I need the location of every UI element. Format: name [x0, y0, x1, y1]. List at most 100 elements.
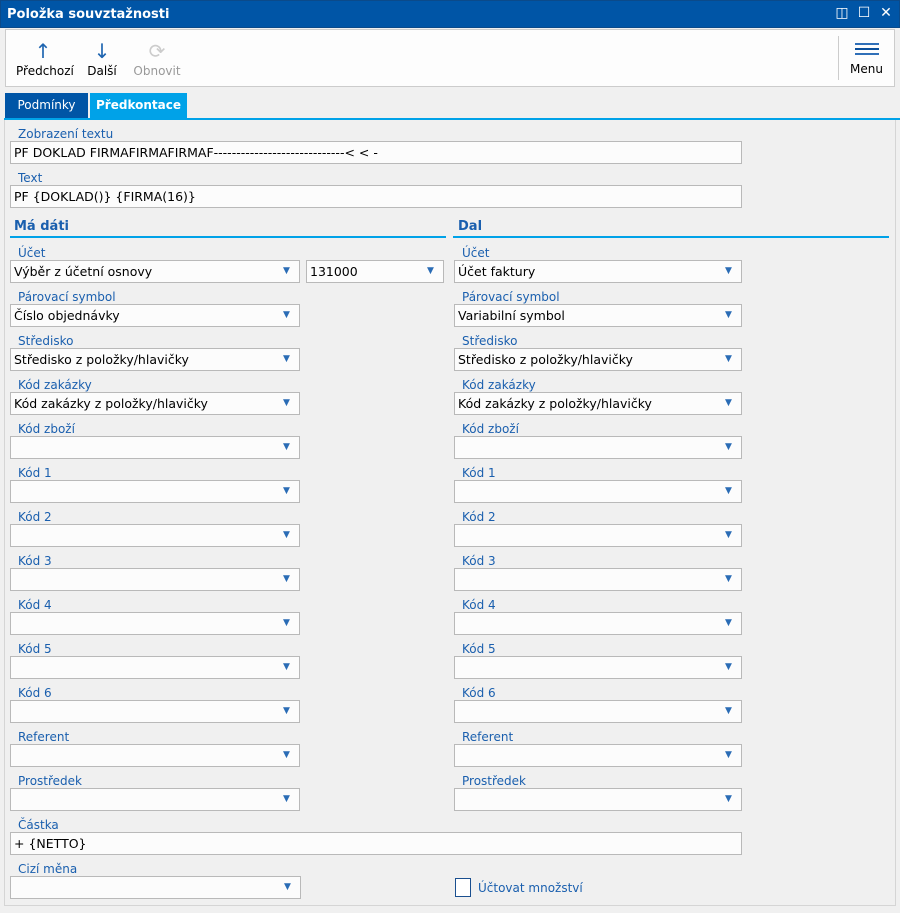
dropdown-icon: ▼: [725, 310, 732, 320]
dropdown-icon: ▼: [725, 574, 732, 584]
dropdown-icon: ▼: [283, 618, 290, 628]
select-value: Kód zakázky z položky/hlavičky: [14, 396, 208, 411]
text-label: Text: [18, 171, 43, 185]
credit-field-select[interactable]: ▼: [454, 656, 742, 679]
credit-field-select[interactable]: ▼: [454, 480, 742, 503]
debit-field-select[interactable]: ▼: [10, 788, 300, 811]
debit-field-select[interactable]: Kód zakázky z položky/hlavičky ▼: [10, 392, 300, 415]
credit-field-select[interactable]: ▼: [454, 436, 742, 459]
debit-field-label: Kód zakázky: [18, 378, 92, 392]
credit-field-select[interactable]: Účet faktury ▼: [454, 260, 742, 283]
next-button[interactable]: ↓ Další: [74, 38, 130, 78]
debit-field-select[interactable]: ▼: [10, 568, 300, 591]
credit-field-label: Kód 1: [462, 466, 496, 480]
content-panel: [4, 120, 896, 906]
debit-field-select[interactable]: ▼: [10, 436, 300, 459]
credit-field-label: Kód 4: [462, 598, 496, 612]
debit-field-label: Kód 6: [18, 686, 52, 700]
menu-button[interactable]: Menu: [838, 36, 894, 80]
debit-field-label: Kód zboží: [18, 422, 75, 436]
account-number-value: 131000: [310, 264, 358, 279]
dropdown-icon: ▼: [283, 794, 290, 804]
previous-button[interactable]: ↑ Předchozí: [16, 38, 74, 78]
refresh-label: Obnovit: [133, 64, 181, 78]
dropdown-icon: ▼: [283, 574, 290, 584]
debit-field-select[interactable]: Číslo objednávky ▼: [10, 304, 300, 327]
dropdown-icon: ▼: [283, 398, 290, 408]
dropdown-icon: ▼: [283, 354, 290, 364]
debit-field-label: Středisko: [18, 334, 74, 348]
dropdown-icon: ▼: [725, 794, 732, 804]
menu-label: Menu: [850, 62, 883, 76]
amount-input[interactable]: + {NETTO}: [10, 832, 742, 855]
select-value: Kód zakázky z položky/hlavičky: [458, 396, 652, 411]
credit-field-label: Kód zakázky: [462, 378, 536, 392]
credit-field-select[interactable]: ▼: [454, 524, 742, 547]
credit-field-select[interactable]: Variabilní symbol ▼: [454, 304, 742, 327]
dropdown-icon: ▼: [283, 266, 290, 276]
debit-field-label: Párovací symbol: [18, 290, 116, 304]
credit-field-label: Kód 3: [462, 554, 496, 568]
debit-field-select[interactable]: ▼: [10, 744, 300, 767]
credit-field-select[interactable]: ▼: [454, 612, 742, 635]
debit-field-select[interactable]: ▼: [10, 700, 300, 723]
tab-label: Podmínky: [17, 98, 76, 112]
debit-field-select[interactable]: Středisko z položky/hlavičky ▼: [10, 348, 300, 371]
debit-account-number-select[interactable]: 131000 ▼: [306, 260, 444, 283]
dropdown-icon: ▼: [427, 266, 434, 276]
arrow-down-icon: ↓: [93, 39, 111, 63]
hamburger-icon: [839, 36, 894, 62]
debit-title: Má dáti: [14, 219, 69, 234]
credit-field-select[interactable]: ▼: [454, 788, 742, 811]
debit-field-select[interactable]: ▼: [10, 524, 300, 547]
credit-field-select[interactable]: Kód zakázky z položky/hlavičky ▼: [454, 392, 742, 415]
debit-field-select[interactable]: Výběr z účetní osnovy ▼: [10, 260, 300, 283]
debit-field-select[interactable]: ▼: [10, 480, 300, 503]
debit-field-select[interactable]: ▼: [10, 612, 300, 635]
window-title-bar: Položka souvztažnosti: [0, 0, 900, 28]
debit-field-label: Kód 1: [18, 466, 52, 480]
debit-field-select[interactable]: ▼: [10, 656, 300, 679]
credit-field-label: Párovací symbol: [462, 290, 560, 304]
credit-field-label: Kód 2: [462, 510, 496, 524]
toolbar: ↑ Předchozí ↓ Další ⟳ Obnovit Menu: [5, 29, 895, 87]
foreign-currency-label: Cizí měna: [18, 862, 78, 876]
dropdown-icon: ▼: [283, 310, 290, 320]
dropdown-icon: ▼: [283, 486, 290, 496]
dropdown-icon: ▼: [725, 486, 732, 496]
select-value: Číslo objednávky: [14, 308, 120, 323]
display-text-input[interactable]: PF DOKLAD FIRMAFIRMAFIRMAF--------------…: [10, 141, 742, 164]
dropdown-icon: ▼: [283, 442, 290, 452]
dropdown-icon: ▼: [283, 706, 290, 716]
credit-field-select[interactable]: ▼: [454, 744, 742, 767]
count-quantity-checkbox[interactable]: [455, 878, 471, 897]
close-icon[interactable]: ✕: [880, 5, 892, 21]
refresh-button[interactable]: ⟳ Obnovit: [132, 38, 182, 78]
debit-field-label: Referent: [18, 730, 70, 744]
maximize-icon[interactable]: ☐: [857, 5, 871, 21]
count-quantity-label: Účtovat množství: [478, 881, 583, 895]
credit-field-label: Prostředek: [462, 774, 526, 788]
previous-label: Předchozí: [16, 64, 74, 78]
window-title: Položka souvztažnosti: [7, 7, 170, 22]
dropdown-icon: ▼: [725, 442, 732, 452]
select-value: Středisko z položky/hlavičky: [14, 352, 189, 367]
credit-title: Dal: [458, 219, 483, 234]
credit-field-select[interactable]: Středisko z položky/hlavičky ▼: [454, 348, 742, 371]
dropdown-icon: ▼: [725, 662, 732, 672]
tab-underline: [4, 118, 900, 120]
tab-podminky[interactable]: Podmínky: [5, 93, 88, 118]
credit-field-label: Referent: [462, 730, 514, 744]
foreign-currency-select[interactable]: ▼: [10, 876, 301, 899]
credit-field-select[interactable]: ▼: [454, 700, 742, 723]
dropdown-icon: ▼: [284, 882, 291, 892]
debit-field-label: Kód 4: [18, 598, 52, 612]
tab-predkontace[interactable]: Předkontace: [90, 93, 187, 118]
credit-field-select[interactable]: ▼: [454, 568, 742, 591]
dropdown-icon: ▼: [725, 618, 732, 628]
dropdown-icon: ▼: [725, 750, 732, 760]
select-value: Výběr z účetní osnovy: [14, 264, 153, 279]
snap-icon[interactable]: ◫: [835, 5, 849, 21]
text-input[interactable]: PF {DOKLAD()} {FIRMA(16)}: [10, 185, 742, 208]
debit-divider: [10, 236, 446, 238]
